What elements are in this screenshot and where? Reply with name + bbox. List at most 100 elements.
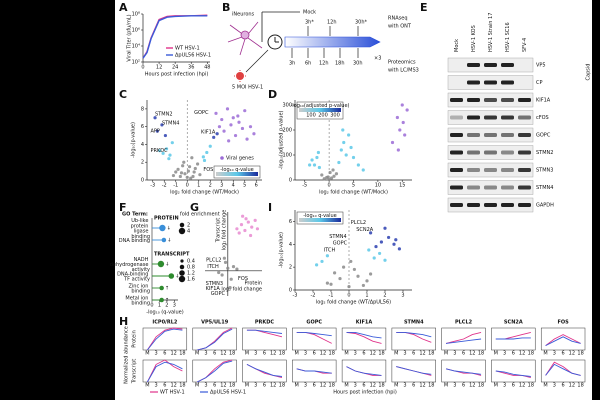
series-line (146, 359, 183, 383)
x-tick-label: 18 (279, 383, 285, 389)
point (250, 225, 254, 229)
point (222, 256, 226, 260)
x-tick-label: 12 (569, 351, 575, 357)
x-tick-label: 18 (378, 383, 384, 389)
point (170, 141, 174, 145)
x-tick-label: 6 (462, 351, 465, 357)
point (367, 248, 371, 252)
point (400, 103, 404, 107)
subplot-frame (391, 327, 436, 351)
protein-time: 12h (319, 61, 329, 67)
x-tick-label: 12 (370, 383, 376, 389)
up-arrows (307, 26, 359, 36)
x-tick-label: 18 (229, 351, 235, 357)
subplot-frame (192, 327, 237, 351)
rna-time: 3h* (305, 20, 314, 26)
annotation: STMN2 (155, 112, 172, 118)
point (328, 170, 332, 175)
point (396, 148, 400, 152)
x-axis-label: log₂ fold change (221, 286, 262, 292)
x-tick-label: 0 (186, 183, 189, 189)
category-label: Metal ion binding (125, 295, 150, 306)
band (467, 185, 480, 190)
x-tick-label: 10 (375, 183, 381, 189)
dot (157, 260, 165, 268)
x-tick-label: M (543, 383, 547, 389)
x-tick-label: 3 (553, 351, 556, 357)
x-tick-label: 18 (428, 351, 434, 357)
point (252, 132, 256, 136)
point (246, 220, 250, 224)
point (236, 114, 240, 118)
subplot-frame (491, 359, 536, 383)
point (185, 175, 189, 179)
category-label: NADH dehydrogenase activity (110, 256, 150, 272)
size-legend-marker (179, 222, 185, 228)
panel-title: VP5/UL19 (201, 320, 229, 326)
annotation: STMN4 (329, 234, 346, 240)
annotation: PLCL2 (206, 257, 221, 263)
x-axis-label: log₂ fold change (WT/ΔpUL56) (316, 300, 391, 306)
panel-label: H (119, 315, 128, 328)
point (176, 167, 180, 171)
point (337, 160, 341, 165)
point (342, 140, 346, 145)
y-tick-label: 10² (132, 60, 140, 66)
protein-label: STMN4 (536, 185, 553, 191)
point (240, 126, 245, 131)
point (217, 270, 221, 275)
point (202, 158, 207, 163)
point (235, 227, 239, 231)
series-line (246, 363, 283, 377)
mock-arrow (261, 11, 300, 42)
x-tick-label: 3 (453, 383, 456, 389)
point (231, 116, 235, 120)
western-blot (447, 57, 534, 213)
point (356, 163, 360, 167)
colorbar-label: -log₁₀(adjusted p-value) (290, 103, 349, 109)
point (315, 263, 319, 267)
panel-title: STMN4 (404, 320, 424, 326)
x-tick-label: 6 (163, 351, 166, 357)
x-tick-label: M (494, 351, 498, 357)
point (401, 120, 405, 125)
subplot-frame (292, 327, 337, 351)
size-legend-title: fold enrichment (180, 212, 220, 218)
y-axis-label: -log₁₀(adjusted p-value) (279, 110, 285, 169)
point (248, 125, 253, 129)
subplot-frame (540, 327, 586, 351)
y-tick-label: 4 (141, 142, 144, 148)
size-legend-marker (178, 227, 186, 235)
series-line (396, 366, 432, 375)
x-tick-label: 6 (512, 351, 515, 357)
x-tick-label: -3 (293, 293, 298, 299)
y-axis-label: Viral Titer (pfu/mL) (127, 14, 133, 61)
point (243, 109, 247, 113)
annotation: GOPC (333, 241, 348, 247)
y-tick-label: 200 (282, 128, 292, 134)
x-tick-label: 6 (562, 383, 565, 389)
group-label: Capsid (586, 64, 592, 81)
series-line (396, 331, 432, 338)
panel-title: FOS (557, 320, 569, 326)
point (361, 168, 365, 172)
x-tick-label: 3 (304, 351, 307, 357)
point (168, 153, 172, 157)
point (387, 235, 391, 240)
group-title: TRANSCRIPT (154, 252, 190, 258)
band (501, 115, 514, 120)
band (484, 80, 497, 85)
point (378, 251, 382, 256)
x-axis-label: Hours post infection (hpi) (145, 72, 209, 78)
point (374, 244, 378, 249)
point (192, 170, 196, 174)
point (356, 274, 360, 278)
x-axis-label: log₂ fold change (WT/Mock) (319, 190, 388, 196)
point (349, 259, 353, 264)
legend-label: ΔpUL56 HSV-1 (175, 53, 211, 59)
band (467, 150, 480, 155)
annotation: KIF1A (206, 286, 221, 292)
protein-label: CP (536, 80, 543, 86)
point (326, 175, 330, 179)
